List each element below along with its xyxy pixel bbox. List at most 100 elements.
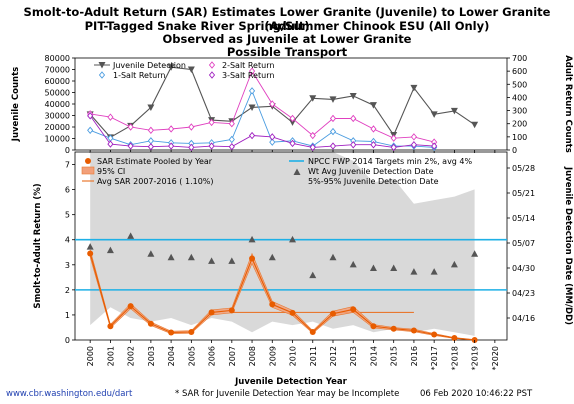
top-left-tick-label: 60000	[45, 77, 70, 86]
legend-marker-juvenile-detection	[98, 62, 106, 69]
sar-estimate-point	[309, 328, 316, 335]
salt3-return-point	[248, 131, 256, 140]
salt2-return-point	[289, 114, 296, 123]
top-left-tick-label: 80000	[45, 54, 70, 63]
bottom-right-tick-label: 04/23	[512, 289, 535, 298]
wt-avg-date-point	[248, 235, 256, 243]
salt3-return-point	[329, 142, 337, 150]
chart-title-line-4: Possible Transport	[226, 45, 348, 59]
wt-avg-date-point	[410, 268, 418, 275]
bottom-right-tick-label: 05/28	[512, 164, 535, 173]
bottom-left-tick-label: 2	[65, 286, 70, 295]
salt2-return-point	[350, 114, 357, 123]
legend-marker-salt1-return	[98, 71, 106, 79]
legend-marker-detection-date-band	[290, 177, 302, 184]
bottom-right-tick-label: 04/16	[512, 314, 535, 323]
top-y-axis-label: Juvenile Counts	[11, 67, 21, 142]
salt3-return-point	[431, 142, 438, 150]
salt3-return-point	[188, 143, 195, 152]
footer-url[interactable]: www.cbr.washington.edu/dart	[6, 389, 133, 399]
bottom-left-tick-label: 1	[65, 311, 70, 320]
top-left-tick-label: 20000	[45, 123, 70, 132]
x-tick-label: 2012	[329, 346, 338, 366]
salt3-return-point	[127, 142, 134, 150]
salt1-return-line	[90, 89, 435, 148]
wt-avg-date-point	[208, 257, 216, 264]
salt1-return-point	[228, 135, 235, 144]
salt3-return-point	[390, 143, 397, 152]
bottom-left-tick-label: 7	[65, 161, 70, 170]
wt-avg-date-point	[106, 246, 114, 254]
x-tick-label: *2018	[450, 346, 459, 370]
chart-title-line-1: Smolt-to-Adult Return (SAR) Estimates Lo…	[23, 5, 551, 33]
juvenile-detection-point	[450, 107, 458, 115]
salt3-return-point	[87, 112, 94, 120]
sar-estimate-point	[370, 323, 377, 330]
x-tick-label: 2000	[86, 346, 95, 366]
top-right-tick-label: 600	[512, 67, 527, 76]
top-left-tick-label: 0	[65, 146, 70, 155]
juvenile-detection-point	[369, 102, 377, 109]
juvenile-detection-point	[248, 104, 256, 111]
x-tick-label: 2013	[349, 346, 358, 366]
salt3-return-point	[107, 140, 114, 148]
legend-marker-salt2-return	[208, 61, 216, 69]
sar-estimate-point	[431, 331, 438, 338]
salt2-return-point	[147, 126, 154, 134]
wt-avg-date-point	[329, 253, 337, 261]
salt3-return-point	[168, 142, 175, 150]
juvenile-detection-point	[410, 84, 418, 92]
sar-estimate-point	[208, 309, 215, 316]
wt-avg-date-point	[450, 260, 458, 268]
sar-estimate-point	[249, 255, 256, 262]
salt2-return-point	[269, 100, 276, 108]
chart-title-line-3: Observed as Juvenile at Lower Granite	[162, 32, 412, 46]
sar-estimate-line	[89, 253, 475, 341]
x-tick-label: *2019	[471, 346, 480, 370]
legend-label-wt-avg-date: Wt Avg Juvenile Detection Date	[308, 167, 434, 176]
top-right-tick-label: 0	[512, 146, 517, 155]
bottom-left-tick-label: 6	[65, 186, 70, 195]
sar-estimate-point	[107, 323, 114, 330]
juvenile-detection-point	[471, 121, 479, 129]
bottom-left-tick-label: 5	[65, 211, 70, 220]
legend-label-juvenile-detection: Juvenile Detection	[112, 61, 186, 70]
salt2-return-point	[329, 114, 337, 123]
bottom-left-tick-label: 0	[65, 336, 70, 345]
wt-avg-date-point	[127, 232, 135, 239]
bottom-right-tick-label: 05/21	[512, 189, 535, 198]
juvenile-detection-point	[329, 96, 337, 103]
bottom-right-axis-label: Juvenile Detection Date (MM/DD)	[563, 166, 573, 325]
wt-avg-date-point	[268, 253, 276, 261]
salt1-return-point	[329, 127, 337, 136]
x-tick-label: 2003	[147, 346, 156, 366]
legend-label-avg-sar: Avg SAR 2007-2016 ( 1.10%)	[97, 177, 214, 186]
bottom-right-tick-label: 05/14	[512, 214, 535, 223]
wt-avg-date-point	[147, 250, 155, 257]
salt1-return-point	[269, 138, 276, 146]
x-tick-label: 2009	[268, 346, 277, 366]
salt2-return-point	[127, 123, 134, 131]
top-right-axis-label: Adult Return Counts	[563, 55, 573, 153]
sar-estimate-point	[410, 327, 417, 334]
salt3-return-point	[370, 141, 377, 149]
salt2-return-point	[410, 133, 418, 141]
bottom-y-axis-label: Smolt-to-Adult Return (%)	[33, 183, 43, 308]
salt2-return-point	[309, 131, 316, 140]
juvenile-detection-point	[187, 66, 195, 73]
top-left-tick-label: 40000	[45, 100, 70, 109]
x-tick-label: 2004	[167, 346, 176, 366]
legend-marker-salt3-return	[208, 71, 216, 79]
salt1-return-point	[147, 137, 154, 145]
top-left-tick-label: 10000	[45, 135, 70, 144]
salt2-return-point	[107, 113, 114, 121]
legend-label-sar-estimate: SAR Estimate Pooled by Year	[97, 157, 213, 166]
wt-avg-date-point	[309, 271, 317, 279]
top-right-tick-label: 200	[512, 120, 527, 129]
juvenile-detection-point	[430, 111, 438, 118]
legend-label-salt3-return: 3-Salt Return	[222, 71, 274, 80]
legend-label-npcc-targets: NPCC FWP 2014 Targets min 2%, avg 4%	[308, 157, 473, 166]
sar-estimate-point	[329, 310, 336, 317]
juvenile-detection-point	[309, 95, 317, 102]
wt-avg-date-point	[289, 235, 297, 243]
